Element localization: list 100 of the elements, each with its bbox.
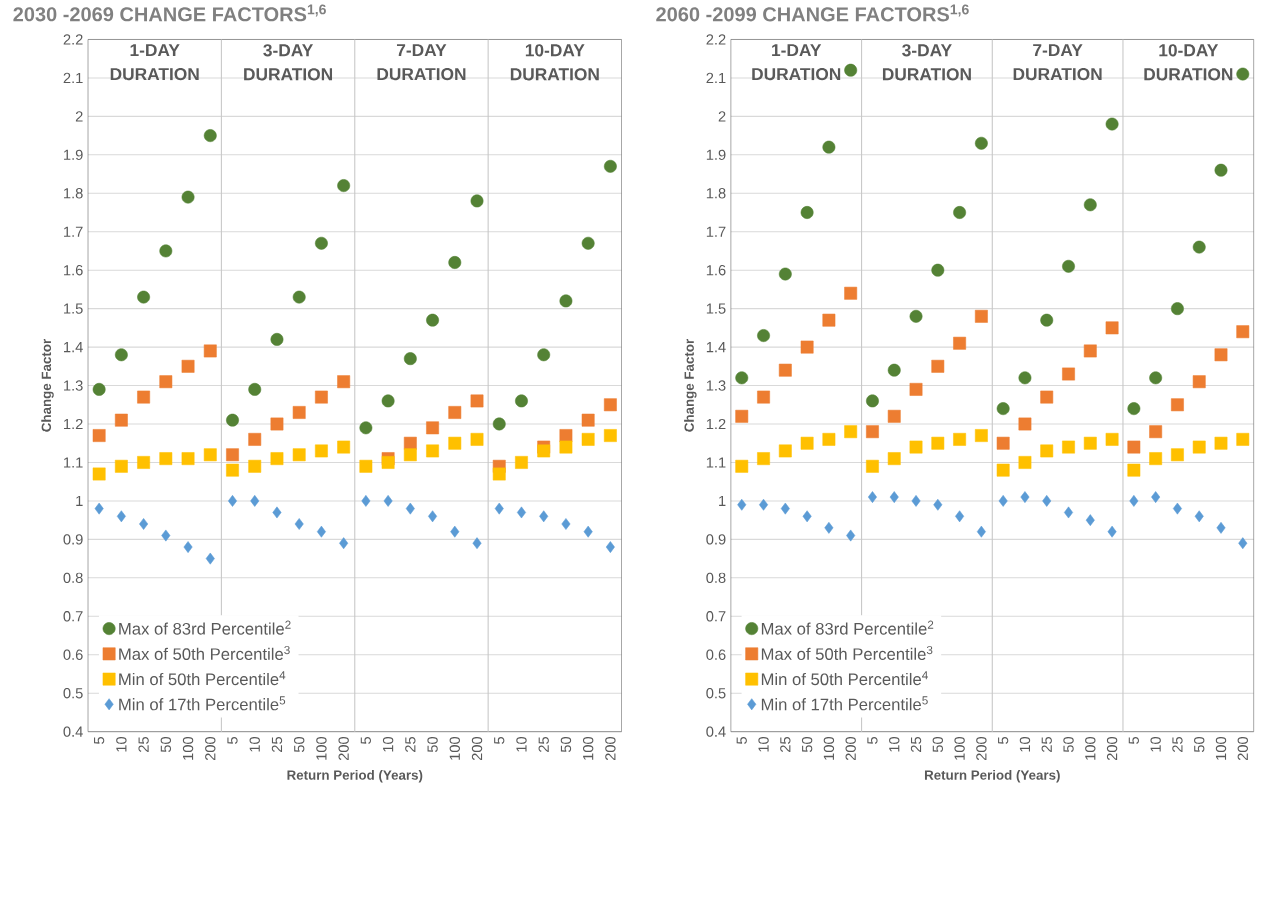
- x-tick-label: 10: [1019, 737, 1031, 752]
- point: [1127, 402, 1141, 416]
- x-tick-label: 200: [605, 737, 616, 761]
- y-tick-label: 1.7: [64, 226, 83, 237]
- point: [337, 440, 351, 454]
- x-tick-label: 200: [976, 737, 987, 761]
- point: [800, 206, 814, 220]
- x-tick-label: 200: [1237, 737, 1248, 761]
- point: [228, 495, 237, 507]
- point: [139, 518, 149, 531]
- y-tick-label: 0.5: [706, 688, 726, 699]
- point: [448, 256, 462, 270]
- x-tick-label: 10: [249, 737, 260, 752]
- x-tick-label: 25: [910, 737, 922, 753]
- point: [492, 467, 506, 481]
- y-tick-label: 1.4: [706, 342, 726, 353]
- point: [1062, 367, 1075, 381]
- point: [974, 137, 988, 150]
- point: [1192, 440, 1206, 454]
- point: [603, 160, 617, 173]
- point: [159, 244, 173, 258]
- point: [931, 360, 945, 373]
- x-tick-label: 25: [1041, 737, 1052, 753]
- point: [1105, 433, 1119, 446]
- x-tick-label: 100: [582, 737, 594, 760]
- point: [1171, 398, 1184, 412]
- y-axis-title: Change Factor: [41, 339, 54, 432]
- point: [94, 502, 104, 515]
- point: [887, 363, 901, 377]
- point: [559, 440, 573, 454]
- x-tick-label: 100: [316, 737, 327, 760]
- annotation: 7-DAY DURATION: [1013, 44, 1102, 81]
- x-tick-label: 50: [427, 737, 438, 753]
- point: [759, 499, 769, 511]
- point: [381, 456, 395, 470]
- point: [114, 348, 128, 362]
- point: [403, 436, 417, 450]
- point: [757, 452, 770, 466]
- point: [250, 495, 260, 507]
- point: [426, 313, 439, 327]
- point: [1236, 433, 1250, 446]
- point: [470, 394, 484, 408]
- legend-label: Min of 17th Percentile$^{5}$: [119, 696, 286, 711]
- x-tick-label: 10: [382, 737, 394, 752]
- point: [1192, 375, 1206, 389]
- x-tick-label: 200: [205, 737, 216, 761]
- point: [494, 502, 504, 515]
- point: [270, 452, 284, 466]
- point: [450, 525, 460, 538]
- annotation: 10-DAY DURATION: [1144, 44, 1233, 81]
- y-tick-label: 2.1: [63, 72, 83, 84]
- point: [757, 390, 770, 404]
- legend-label: Max of 50th Percentile$^{3}$: [119, 646, 290, 661]
- x-tick-label: 5: [227, 737, 238, 745]
- point: [757, 329, 770, 343]
- point: [735, 371, 749, 385]
- point: [226, 413, 239, 427]
- y-tick-label: 0.9: [706, 534, 726, 545]
- point: [1149, 452, 1163, 466]
- point: [1151, 491, 1161, 504]
- y-tick-label: 1.9: [64, 149, 83, 161]
- x-tick-label: 5: [494, 737, 505, 745]
- y-tick-label: 1.6: [706, 265, 726, 276]
- x-tick-label: 10: [758, 737, 769, 752]
- x-axis-title: Return Period (Years): [287, 770, 423, 783]
- point: [183, 541, 193, 554]
- point: [181, 452, 195, 466]
- annotation: 3-DAY DURATION: [244, 44, 333, 81]
- point: [203, 448, 217, 462]
- point: [778, 267, 792, 281]
- point: [953, 337, 966, 350]
- y-tick-label: 1: [719, 496, 726, 507]
- point: [339, 537, 349, 550]
- y-tick-label: 1.3: [706, 380, 726, 391]
- legend-label: Max of 83rd Percentile$^{2}$: [119, 620, 291, 635]
- y-tick-label: 0.8: [63, 572, 83, 584]
- x-tick-label: 100: [449, 737, 460, 760]
- point: [248, 460, 262, 473]
- point: [822, 313, 836, 327]
- point: [581, 237, 595, 250]
- y-tick-label: 0.5: [63, 688, 83, 699]
- point: [1040, 390, 1054, 404]
- point: [1040, 313, 1054, 327]
- point: [248, 383, 262, 396]
- point: [1129, 495, 1139, 507]
- x-tick-label: 10: [1150, 737, 1161, 752]
- x-tick-label: 10: [889, 737, 900, 752]
- y-tick-label: 1.1: [706, 457, 726, 468]
- point: [1105, 117, 1119, 131]
- point: [292, 290, 306, 304]
- x-tick-label: 100: [182, 737, 194, 760]
- point: [1018, 456, 1032, 470]
- y-tick-label: 1.4: [64, 342, 83, 353]
- legend-label: Min of 50th Percentile$^{4}$: [119, 671, 286, 686]
- point: [931, 263, 945, 277]
- y-tick-label: 0.8: [706, 572, 726, 584]
- point: [1083, 436, 1097, 450]
- point: [909, 310, 923, 323]
- point: [996, 402, 1010, 416]
- point: [824, 522, 834, 534]
